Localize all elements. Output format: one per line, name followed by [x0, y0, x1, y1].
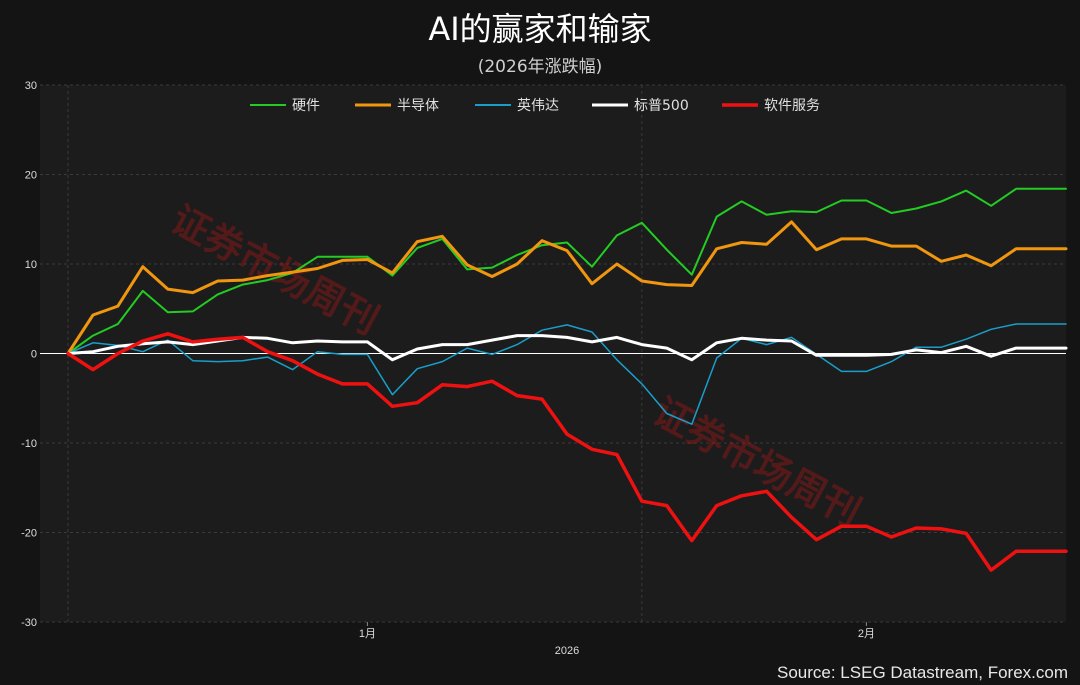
legend-label: 英伟达	[517, 97, 559, 114]
legend-item[interactable]: 标普500	[592, 98, 689, 114]
legend-item[interactable]: 半导体	[355, 98, 439, 114]
y-tick-label: 10	[25, 259, 37, 271]
series-line-2	[67, 323, 1067, 425]
series-line-4	[66, 332, 1068, 572]
legend-label: 硬件	[292, 98, 320, 114]
legend-item[interactable]: 硬件	[250, 98, 320, 114]
y-tick-label: -20	[21, 528, 37, 540]
y-tick-label: 30	[25, 80, 37, 92]
y-tick-label: 20	[25, 170, 37, 182]
x-tick-label: 2月	[858, 628, 875, 640]
y-tick-label: -30	[21, 617, 37, 629]
y-axis-ticks: -30 -20 -10 0 10 20 30	[21, 80, 37, 629]
series-group	[66, 187, 1068, 572]
series-line-1	[66, 220, 1068, 355]
legend: 硬件 半导体 英伟达 标普500 软件服务	[250, 97, 820, 114]
chart-subtitle: (2026年涨跌幅)	[477, 57, 603, 77]
source-note: Source: LSEG Datastream, Forex.com	[777, 663, 1068, 682]
y-tick-label: -10	[21, 438, 37, 450]
chart-title: AI的赢家和输家	[428, 10, 652, 48]
y-tick-label: 0	[31, 349, 37, 361]
legend-label: 标普500	[634, 98, 689, 114]
series-line-0	[67, 187, 1067, 355]
legend-label: 半导体	[397, 98, 439, 114]
grid-lines	[40, 84, 1066, 623]
x-axis-year-label: 2026	[555, 645, 579, 657]
legend-label: 软件服务	[764, 98, 820, 114]
legend-item[interactable]: 软件服务	[722, 98, 820, 114]
x-axis-ticks: 1月 2月 2026	[359, 622, 875, 657]
x-tick-label: 1月	[359, 628, 376, 640]
legend-item[interactable]: 英伟达	[475, 97, 559, 114]
